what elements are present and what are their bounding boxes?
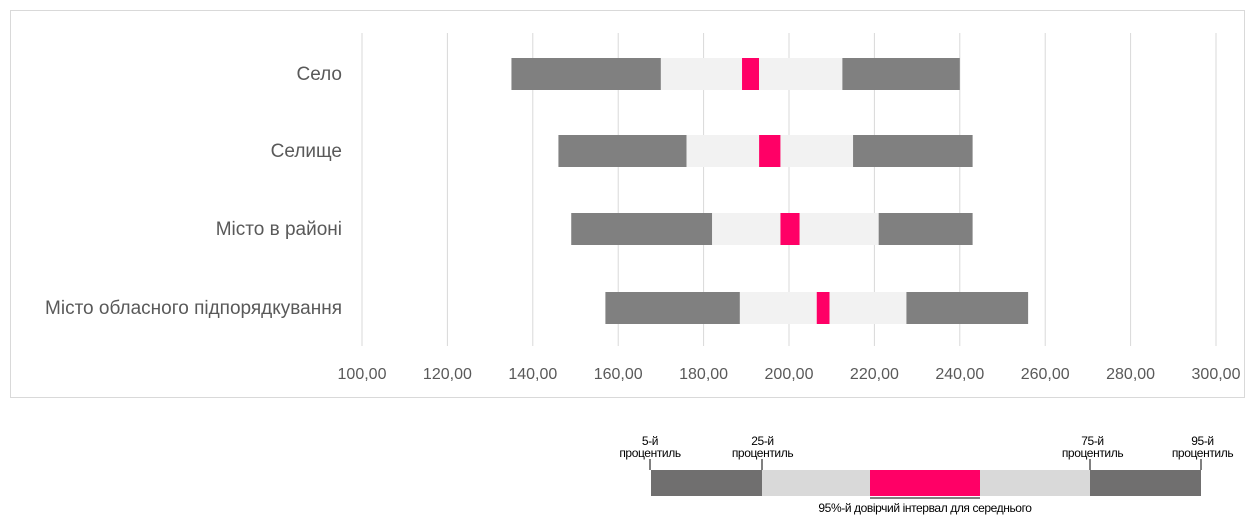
ci-bar xyxy=(780,213,800,245)
category-label: Місто в районі xyxy=(216,219,342,240)
x-tick-label: 300,00 xyxy=(1192,366,1241,383)
p25-ci-bar xyxy=(686,135,760,167)
legend-p95-line2: процентиль xyxy=(1171,446,1234,460)
p75-p95-bar xyxy=(906,292,1029,324)
p75-p95-bar xyxy=(842,58,960,90)
legend-p75-label: 75-й процентиль xyxy=(1055,435,1130,459)
ci-bar xyxy=(742,58,760,90)
ci-p75-bar xyxy=(829,292,907,324)
ci-p75-bar xyxy=(799,213,879,245)
legend-ci-bar xyxy=(870,470,980,496)
legend-inner-left-bar xyxy=(762,470,870,496)
x-tick-label: 280,00 xyxy=(1106,366,1155,383)
legend-p25-label: 25-й процентиль xyxy=(725,435,800,459)
legend-p5-line2: процентиль xyxy=(619,446,681,460)
p5-p25-bar xyxy=(605,292,740,324)
chart-area: 100,00 120,00 140,00 160,00 180,00 200,00 220,… xyxy=(10,10,1245,398)
p5-p25-bar xyxy=(571,213,713,245)
p75-p95-bar xyxy=(853,135,973,167)
x-tick-label: 100,00 xyxy=(338,366,387,383)
legend-graphic xyxy=(649,459,1202,499)
category-label: Село xyxy=(296,64,342,85)
p25-ci-bar xyxy=(739,292,817,324)
x-tick-label: 200,00 xyxy=(765,366,814,383)
ci-bar xyxy=(816,292,830,324)
ci-p75-bar xyxy=(780,135,854,167)
legend-p25-line1: 25-й xyxy=(751,434,774,448)
x-tick-label: 260,00 xyxy=(1021,366,1070,383)
legend-p95-line1: 95-й xyxy=(1191,434,1214,448)
x-tick-label: 220,00 xyxy=(850,366,899,383)
p25-ci-bar xyxy=(712,213,781,245)
legend-inner-right-bar xyxy=(980,470,1090,496)
legend-outer-right-bar xyxy=(1090,470,1201,496)
ci-p75-bar xyxy=(759,58,843,90)
legend-p95-label: 95-й процентиль xyxy=(1165,435,1240,459)
ci-bar xyxy=(759,135,781,167)
x-tick-label: 160,00 xyxy=(594,366,643,383)
legend-outer-left-bar xyxy=(651,470,762,496)
x-tick-label: 140,00 xyxy=(508,366,557,383)
category-label: Місто обласного підпорядкування xyxy=(45,298,342,319)
p5-p25-bar xyxy=(511,58,661,90)
x-tick-label: 180,00 xyxy=(679,366,728,383)
x-tick-label: 120,00 xyxy=(423,366,472,383)
p25-ci-bar xyxy=(660,58,743,90)
box-plot-chart: 100,00 120,00 140,00 160,00 180,00 200,00 220,… xyxy=(45,33,1241,383)
x-tick-label: 240,00 xyxy=(935,366,984,383)
legend-ci-label: 95%-й довірчий інтервал для середнього xyxy=(818,501,1032,515)
legend-p25-line2: процентиль xyxy=(731,446,794,460)
category-label: Селище xyxy=(271,141,342,162)
legend-p5-line1: 5-й xyxy=(641,434,659,448)
legend-p5-label: 5-й процентиль xyxy=(615,435,685,459)
legend-p75-line2: процентиль xyxy=(1061,446,1124,460)
p75-p95-bar xyxy=(878,213,973,245)
p5-p25-bar xyxy=(558,135,687,167)
legend-p75-line1: 75-й xyxy=(1081,434,1104,448)
legend: 5-й процентиль 25-й процентиль 75-й проц… xyxy=(600,425,1240,520)
